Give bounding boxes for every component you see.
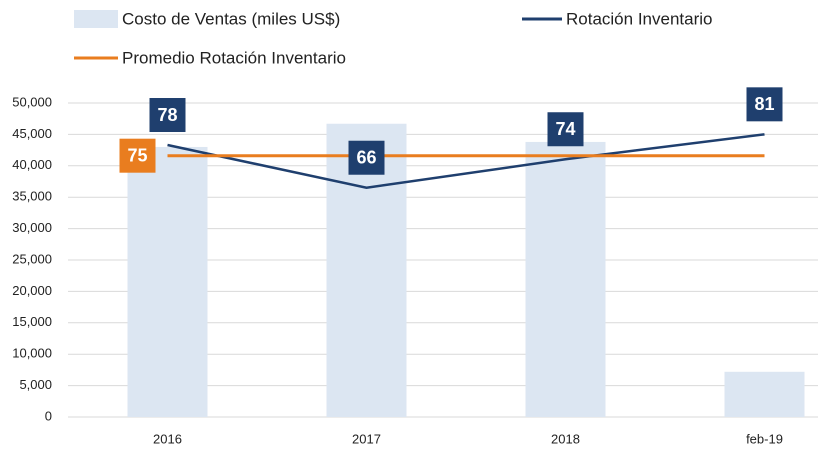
bar	[525, 141, 606, 417]
x-tick-label: 2016	[153, 431, 182, 446]
y-tick-label: 25,000	[12, 251, 52, 266]
legend-label: Rotación Inventario	[566, 9, 712, 28]
data-label-box	[149, 98, 186, 133]
legend-label: Costo de Ventas (miles US$)	[122, 9, 340, 28]
y-tick-label: 10,000	[12, 346, 52, 361]
bar	[724, 371, 805, 417]
data-label-box	[119, 138, 156, 173]
y-tick-label: 50,000	[12, 94, 52, 109]
data-label-box	[746, 87, 783, 122]
y-tick-label: 20,000	[12, 283, 52, 298]
data-label: 74	[555, 119, 575, 139]
legend-swatch	[74, 10, 118, 28]
x-tick-label: feb-19	[746, 431, 783, 446]
y-tick-label: 35,000	[12, 189, 52, 204]
data-label: 78	[157, 105, 177, 125]
y-tick-label: 40,000	[12, 157, 52, 172]
data-label-box	[547, 112, 584, 147]
y-tick-label: 30,000	[12, 220, 52, 235]
line	[167, 133, 765, 189]
data-label: 81	[754, 94, 774, 114]
data-label: 66	[356, 147, 376, 167]
y-tick-label: 15,000	[12, 314, 52, 329]
y-tick-label: 5,000	[19, 377, 52, 392]
x-tick-label: 2018	[551, 431, 580, 446]
data-label: 75	[127, 145, 147, 165]
y-tick-label: 0	[45, 408, 52, 423]
bar	[127, 146, 208, 417]
y-tick-label: 45,000	[12, 126, 52, 141]
legend-label: Promedio Rotación Inventario	[122, 48, 346, 67]
x-tick-label: 2017	[352, 431, 381, 446]
data-label-box	[348, 140, 385, 175]
